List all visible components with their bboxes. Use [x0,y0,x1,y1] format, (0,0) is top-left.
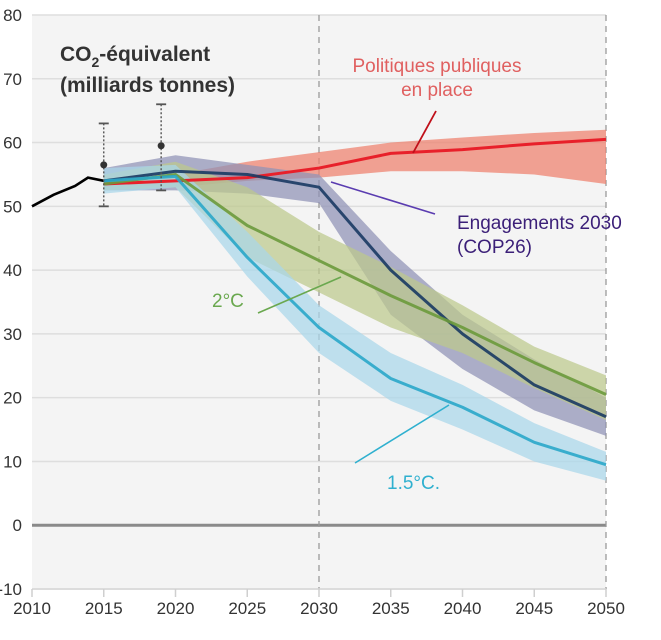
annotation-cop26-line1: Engagements 2030 [457,213,622,234]
band-series-3 [103,164,606,481]
error-bar-point [100,161,108,169]
historical-line [31,176,105,208]
annotation-cop26-leader [330,181,436,215]
annotation-cop26-line2: (COP26) [457,237,532,258]
error-bar-1 [156,103,167,192]
y-axis-ticks: -10 0 10 20 30 40 50 60 70 80 [0,6,22,599]
annotation-2c: 2°C [212,276,342,314]
band-series-1 [103,155,606,436]
x-axis-ticks: 2010 2015 2020 2025 2030 2035 2040 2045 2050 [13,588,625,618]
y-tick-label: 80 [3,6,22,25]
annotation-cop26: Engagements 2030 (COP26) [330,181,622,258]
error-bars [98,103,167,208]
y-tick-label: 50 [3,197,22,216]
x-tick-label: 2030 [300,599,338,618]
annotation-15c: 1.5°C. [354,404,450,494]
chart-title-line1: CO2-équivalent [60,43,210,70]
y-tick-label: 10 [3,452,22,471]
y-tick-label: 30 [3,325,22,344]
y-tick-label: 60 [3,134,22,153]
annotation-policies-leader [412,110,437,154]
line-series-2 [103,172,607,396]
x-tick-label: 2015 [85,599,123,618]
error-bar-0 [98,122,109,208]
annotation-15c-label: 1.5°C. [387,473,440,494]
annotation-policies-line2: en place [401,80,473,101]
annotation-15c-leader [354,404,450,464]
y-tick-label: 40 [3,261,22,280]
annotation-2c-leader [257,276,342,314]
x-tick-label: 2010 [13,599,51,618]
annotation-policies-line1: Politiques publiques [352,56,521,77]
y-tick-label: -10 [0,580,22,599]
x-tick-label: 2020 [157,599,195,618]
error-bar-point [157,142,165,150]
historical-series [31,176,105,208]
line-series-1 [103,169,607,419]
line-series-0 [103,137,607,186]
x-tick-label: 2050 [587,599,625,618]
reference-lines [318,15,607,589]
line-series-3 [103,174,607,467]
x-tick-label: 2025 [228,599,266,618]
annotation-2c-label: 2°C [212,291,244,312]
x-tick-label: 2045 [515,599,553,618]
y-tick-label: 0 [13,516,22,535]
y-tick-label: 70 [3,70,22,89]
annotation-policies: Politiques publiques en place [352,56,522,154]
x-tick-label: 2035 [372,599,410,618]
series-lines [103,137,607,467]
y-tick-label: 20 [3,389,22,408]
x-tick-label: 2040 [444,599,482,618]
chart-title-line2: (milliards tonnes) [60,74,235,97]
